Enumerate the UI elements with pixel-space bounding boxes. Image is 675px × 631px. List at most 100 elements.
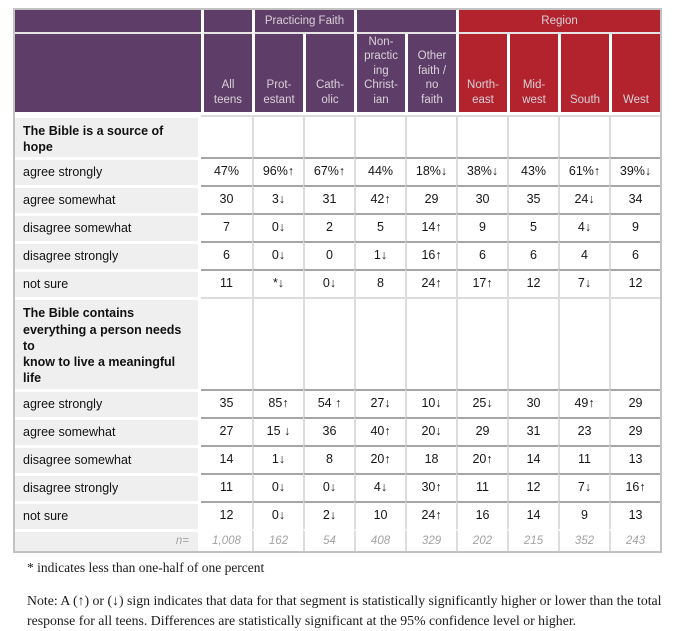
value-cell: 49↑	[558, 388, 610, 417]
table-row: disagree somewhat 7 0↓ 2 5 14↑ 9 5 4↓ 9	[15, 213, 661, 242]
row-label: agree somewhat	[15, 416, 201, 445]
row-label: agree strongly	[15, 388, 201, 417]
value-cell: 0↓	[252, 213, 303, 242]
value-cell: 30	[456, 185, 508, 214]
value-cell: 15 ↓	[252, 416, 303, 445]
value-cell: 12	[201, 500, 252, 529]
sample-size-value: 352	[558, 528, 610, 551]
value-cell: 27↓	[354, 388, 406, 417]
value-cell: 20↑	[354, 444, 406, 473]
table-row: disagree strongly 11 0↓ 0↓ 4↓ 30↑ 11 12 7↓ 16↑	[15, 472, 661, 501]
table-header: Practicing Faith Region All teens Prot- est…	[15, 10, 661, 115]
section-title-spacer-cell	[201, 114, 252, 158]
value-cell: 30	[507, 388, 559, 417]
section-title-spacer-cell	[558, 297, 610, 389]
column-header-8: West	[609, 34, 661, 115]
value-cell: 11	[558, 444, 610, 473]
table-body: The Bible is a source of hope agree stron…	[15, 114, 661, 551]
section-title-spacer-cell	[201, 297, 252, 389]
value-cell: 24↑	[405, 500, 457, 529]
value-cell: 10	[354, 500, 406, 529]
column-header-2: Cath- olic	[303, 34, 355, 115]
value-cell: 0↓	[252, 500, 303, 529]
sample-size-value: 162	[252, 528, 303, 551]
header-label-spacer	[15, 34, 201, 115]
value-cell: 96%↑	[252, 157, 303, 186]
section-title-spacer-cell	[558, 114, 610, 158]
value-cell: 31	[507, 416, 559, 445]
sample-size-value: 408	[354, 528, 406, 551]
value-cell: 27	[201, 416, 252, 445]
sample-size-value: 1,008	[201, 528, 252, 551]
value-cell: 1↓	[354, 241, 406, 270]
value-cell: 18%↓	[405, 157, 457, 186]
value-cell: 5	[354, 213, 406, 242]
value-cell: 24↑	[405, 269, 457, 298]
column-header-7: South	[558, 34, 610, 115]
section-title-spacer-cell	[354, 114, 406, 158]
value-cell: 9	[558, 500, 610, 529]
value-cell: 29	[456, 416, 508, 445]
row-label: disagree strongly	[15, 241, 201, 270]
value-cell: 14	[201, 444, 252, 473]
value-cell: 4↓	[354, 472, 406, 501]
column-header-3: Non- practic ing Christ- ian	[354, 34, 406, 115]
value-cell: 47%	[201, 157, 252, 186]
section-title-row: The Bible contains everything a person n…	[15, 297, 661, 389]
column-header-1: Prot- estant	[252, 34, 303, 115]
section-title-spacer-cell	[456, 297, 508, 389]
value-cell: 38%↓	[456, 157, 508, 186]
value-cell: 14↑	[405, 213, 457, 242]
value-cell: 43%	[507, 157, 559, 186]
group-header-row: Practicing Faith Region	[15, 10, 661, 34]
value-cell: 7↓	[558, 269, 610, 298]
value-cell: 42↑	[354, 185, 406, 214]
value-cell: 67%↑	[303, 157, 355, 186]
value-cell: 9	[609, 213, 661, 242]
value-cell: 44%	[354, 157, 406, 186]
value-cell: 35	[201, 388, 252, 417]
sample-size-value: 329	[405, 528, 457, 551]
value-cell: 12	[507, 472, 559, 501]
table-row: not sure 11 *↓ 0↓ 8 24↑ 17↑ 12 7↓ 12	[15, 269, 661, 298]
value-cell: 2↓	[303, 500, 355, 529]
section-title-spacer-cell	[507, 114, 559, 158]
value-cell: 0↓	[252, 472, 303, 501]
section-title-spacer-cell	[303, 114, 355, 158]
significance-note: Note: A (↑) or (↓) sign indicates that d…	[27, 592, 662, 629]
section-title-spacer-cell	[405, 114, 457, 158]
column-header-6: Mid- west	[507, 34, 559, 115]
section-title-spacer-cell	[507, 297, 559, 389]
sample-size-label: n=	[15, 528, 201, 551]
header-corner-cell	[15, 10, 201, 34]
value-cell: 16↑	[405, 241, 457, 270]
value-cell: 20↓	[405, 416, 457, 445]
value-cell: 61%↑	[558, 157, 610, 186]
row-label: agree strongly	[15, 157, 201, 186]
table-row: agree somewhat 30 3↓ 31 42↑ 29 30 35 24↓ 34	[15, 185, 661, 214]
value-cell: 31	[303, 185, 355, 214]
row-label: not sure	[15, 269, 201, 298]
value-cell: 40↑	[354, 416, 406, 445]
value-cell: 14	[507, 500, 559, 529]
value-cell: 0↓	[303, 472, 355, 501]
value-cell: 20↑	[456, 444, 508, 473]
sample-size-row: n= 1,008 162 54 408 329 202 215 352 243	[15, 528, 661, 551]
group-header-region: Region	[456, 10, 661, 34]
value-cell: 7↓	[558, 472, 610, 501]
value-cell: 2	[303, 213, 355, 242]
value-cell: 6	[609, 241, 661, 270]
value-cell: 8	[303, 444, 355, 473]
value-cell: *↓	[252, 269, 303, 298]
value-cell: 18	[405, 444, 457, 473]
column-header-5: North- east	[456, 34, 508, 115]
value-cell: 13	[609, 500, 661, 529]
sample-size-value: 202	[456, 528, 508, 551]
value-cell: 54 ↑	[303, 388, 355, 417]
column-header-4: Other faith / no faith	[405, 34, 457, 115]
section-title-spacer-cell	[252, 297, 303, 389]
value-cell: 36	[303, 416, 355, 445]
table-row: agree strongly 35 85↑ 54 ↑ 27↓ 10↓ 25↓ 30 49↑ 29	[15, 388, 661, 417]
value-cell: 12	[609, 269, 661, 298]
section-title-spacer-cell	[354, 297, 406, 389]
